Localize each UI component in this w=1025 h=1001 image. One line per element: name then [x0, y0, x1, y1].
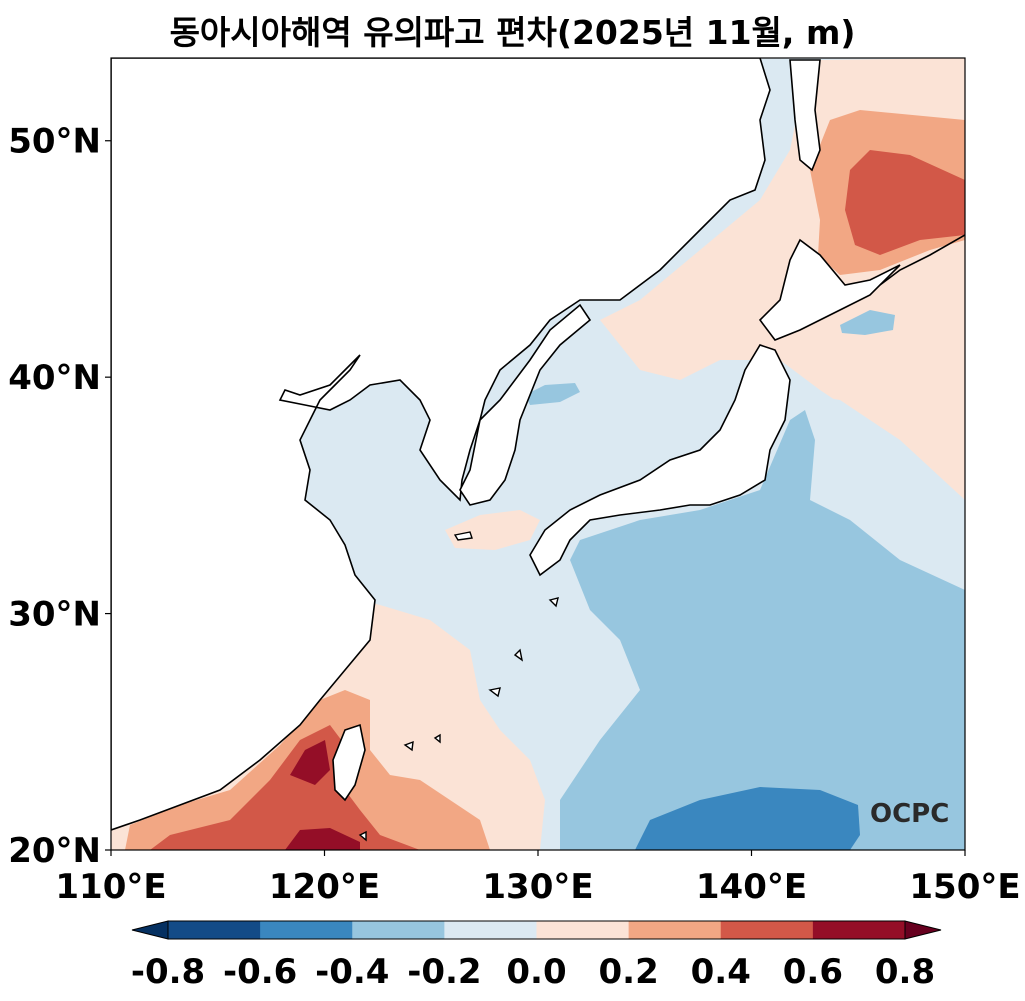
colorbar-label: 0.8 — [875, 952, 935, 992]
lon-tick-label: 130°E — [482, 867, 593, 907]
colorbar-label: -0.2 — [407, 952, 481, 992]
lat-axis: 20°N 30°N 40°N 50°N — [8, 122, 111, 871]
colorbar: -0.8 -0.6 -0.4 -0.2 0.0 0.2 0.4 0.6 0.8 — [131, 920, 942, 992]
map-plot-area — [111, 58, 965, 850]
land-taiwan — [332, 723, 366, 802]
colorbar-frame — [167, 920, 906, 940]
colorbar-extend-high — [904, 920, 942, 940]
lat-tick-label: 50°N — [8, 122, 101, 162]
land-japan-honshu — [529, 344, 791, 577]
contour-peach-yellowsea — [445, 510, 540, 550]
colorbar-extend-low — [131, 920, 169, 940]
contour-blue-eastsea — [525, 383, 580, 405]
colorbar-bin — [168, 921, 261, 939]
lon-tick-label: 150°E — [909, 867, 1020, 907]
contour-blue-south — [560, 410, 965, 850]
colorbar-bin — [720, 921, 814, 939]
colorbar-label: 0.4 — [691, 952, 751, 992]
contour-darkred-south — [285, 740, 360, 850]
lat-tick-label: 20°N — [8, 831, 101, 871]
contour-blue-deep — [635, 787, 860, 850]
colorbar-label: 0.0 — [506, 952, 566, 992]
lon-tick-label: 140°E — [696, 867, 807, 907]
colorbar-label: 0.2 — [599, 952, 659, 992]
land-japan-hokkaido — [758, 238, 901, 341]
colorbar-label: -0.6 — [223, 952, 297, 992]
contour-red-south — [150, 725, 420, 850]
lon-axis: 110°E 120°E 130°E 140°E 150°E — [55, 850, 1021, 907]
lon-tick-label: 120°E — [269, 867, 380, 907]
colorbar-label: 0.6 — [783, 952, 843, 992]
land-kuril — [879, 234, 965, 286]
colorbar-label: -0.8 — [131, 952, 205, 992]
colorbar-bin — [352, 921, 445, 939]
lon-tick-label: 110°E — [55, 867, 166, 907]
ocpc-logo-text: OCPC — [870, 799, 949, 829]
lat-tick-label: 30°N — [8, 595, 101, 635]
land-continent — [111, 58, 771, 831]
contour-blue-hokkaido — [840, 310, 895, 335]
contour-red-okhotsk — [845, 150, 965, 255]
land-islands — [358, 531, 559, 842]
colorbar-bin — [260, 921, 353, 939]
ocpc-logo: OCPC — [870, 799, 949, 829]
colorbar-bin — [536, 921, 630, 939]
colorbar-bin — [628, 921, 722, 939]
map-title: 동아시아해역 유의파고 편차(2025년 11월, m) — [169, 13, 856, 52]
colorbar-bin — [812, 921, 906, 939]
colorbar-bin — [444, 921, 537, 939]
land-korea — [459, 303, 592, 506]
land-sakhalin — [789, 59, 821, 172]
lat-tick-label: 40°N — [8, 358, 101, 398]
colorbar-label: -0.4 — [315, 952, 389, 992]
